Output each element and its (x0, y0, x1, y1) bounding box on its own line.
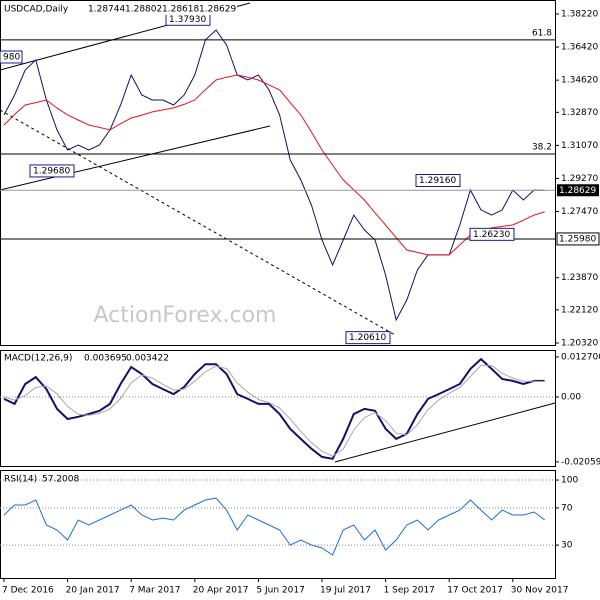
annotation-label: 1.20610 (349, 333, 386, 343)
y-tick-label: 0.00 (561, 392, 581, 402)
x-tick-label: 7 Dec 2016 (2, 586, 54, 596)
y-tick-label: 100 (561, 476, 578, 486)
header-value: 1.28802 (125, 5, 162, 15)
annotation-box (345, 331, 391, 345)
series-line (3, 357, 545, 460)
x-tick-label: 20 Apr 2017 (193, 586, 249, 596)
header-value: 1.28629 (199, 5, 236, 15)
annotation-box (415, 173, 461, 187)
support-box (556, 232, 600, 246)
x-tick-label: 20 Jan 2017 (66, 586, 120, 596)
y-tick-label: 1.23870 (561, 273, 598, 283)
y-tick-label: 70 (561, 503, 573, 513)
annotation-box (469, 227, 515, 241)
x-tick-label: 19 Jul 2017 (320, 586, 371, 596)
annotation-label: 1.37930 (169, 15, 206, 25)
y-tick-label: 1.32870 (561, 108, 598, 118)
fib-label: 38.2 (532, 143, 552, 153)
series-line (3, 497, 545, 556)
macd-title: MACD(12,26,9) (4, 354, 72, 364)
rsi-title: RSI(14) (4, 475, 37, 485)
fib-label: 61.8 (532, 28, 552, 38)
x-tick-label: 17 Oct 2017 (447, 586, 503, 596)
x-tick-label: 7 Mar 2017 (129, 586, 180, 596)
y-tick-label: 0.012700 (561, 352, 600, 362)
y-tick-label: 1.31070 (561, 141, 598, 151)
trend-line (0, 125, 271, 191)
y-tick-label: 1.29270 (561, 174, 598, 184)
series-line (3, 29, 545, 322)
header-value: 1.28744 (88, 5, 125, 15)
trend-line (0, 109, 396, 336)
header-value: 57.2008 (42, 475, 79, 485)
y-tick-label: 1.22120 (561, 305, 598, 315)
x-tick-label: 1 Sep 2017 (384, 586, 435, 596)
header-value: 0.003422 (126, 354, 169, 364)
header-value: 1.28618 (162, 5, 199, 15)
price-panel (0, 0, 556, 346)
y-tick-label: 1.36420 (561, 43, 598, 53)
y-tick-label: 1.20320 (561, 338, 598, 348)
watermark: ActionForex.com (94, 303, 277, 328)
y-tick-label: -0.020599 (561, 457, 600, 467)
macd-panel (0, 350, 556, 467)
x-tick-label: 5 Jun 2017 (256, 586, 304, 596)
x-tick-label: 30 Nov 2017 (511, 586, 569, 596)
annotation-label: 1.29160 (419, 176, 456, 186)
y-tick-label: 30 (561, 541, 573, 551)
series-line (3, 364, 545, 457)
annotation-label: 980 (3, 53, 20, 63)
y-tick-label: 1.38220 (561, 9, 598, 19)
header-value: 0.003695 (84, 354, 127, 364)
annotation-label: 1.29680 (33, 166, 70, 176)
header-bg (1, 1, 237, 15)
price-label: 1.28629 (559, 186, 596, 196)
y-tick-label: 1.34620 (561, 76, 598, 86)
annotation-box (29, 164, 75, 178)
series-line (3, 74, 545, 256)
annotation-box (0, 50, 23, 64)
y-tick-label: 1.27470 (561, 207, 598, 217)
support-label: 1.25980 (559, 234, 596, 244)
rsi-panel (0, 470, 556, 579)
price-box (557, 184, 599, 197)
chart-title: USDCAD,Daily (4, 5, 69, 15)
annotation-label: 1.26230 (473, 230, 510, 240)
trend-line (334, 402, 556, 463)
